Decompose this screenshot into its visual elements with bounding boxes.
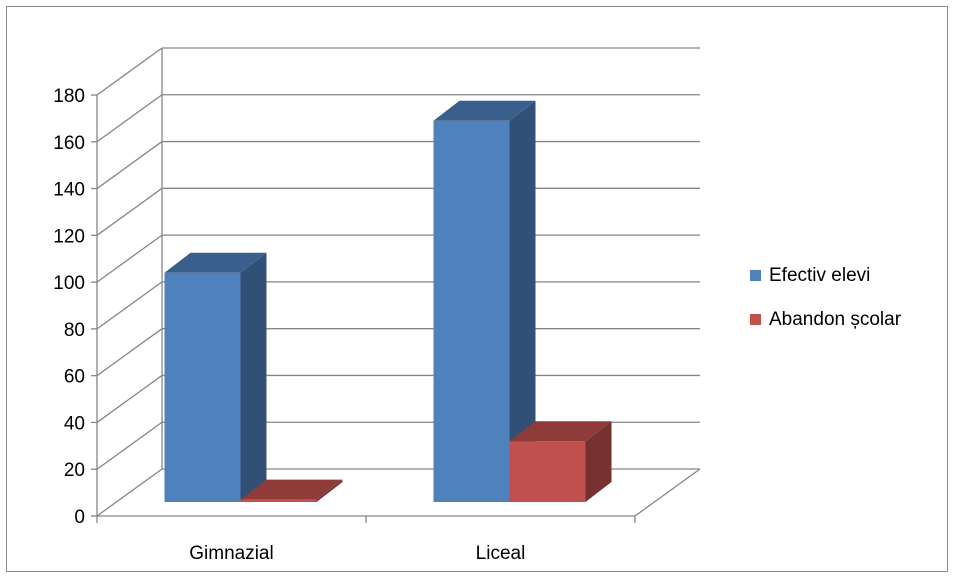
legend-item-series-1: Abandon școlar (750, 306, 901, 333)
bar-front-0-1 (433, 120, 510, 502)
gridline-side-5 (96, 234, 163, 283)
bar-0-0 (164, 252, 267, 502)
legend-swatch-series-0 (750, 270, 761, 281)
bar-side-0-1 (509, 100, 536, 502)
bar-top-0-0 (164, 252, 267, 273)
gridline-side-4 (96, 281, 163, 330)
chart-axes (91, 94, 636, 523)
gridline-side-9 (96, 47, 163, 96)
y-tick-label-2: 40 (64, 413, 85, 434)
y-tick-label-0: 0 (74, 507, 85, 528)
chart-legend: Efectiv elevi Abandon școlar (750, 262, 901, 350)
y-tick-label-3: 60 (64, 367, 85, 388)
y-tick-label-5: 100 (53, 273, 85, 294)
gridline-side-7 (96, 141, 163, 190)
gridline-side-8 (96, 94, 163, 143)
floor-right-edge (634, 468, 701, 517)
x-axis-tick-labels: Gimnazial Liceal (189, 543, 525, 564)
bar-top-0-1 (433, 100, 536, 121)
bar-side-1-0 (316, 479, 343, 502)
gridline-side-6 (96, 187, 163, 236)
gridline-side-3 (96, 328, 163, 377)
bar-1-1 (509, 421, 612, 502)
y-tick-label-1: 20 (64, 460, 85, 481)
legend-item-series-0: Efectiv elevi (750, 262, 901, 289)
chart-bars (164, 100, 612, 502)
bar-side-0-0 (240, 252, 267, 502)
y-tick-label-7: 140 (53, 180, 85, 201)
x-tick-label-0: Gimnazial (189, 543, 273, 564)
y-tick-label-9: 180 (53, 86, 85, 107)
gridline-side-1 (96, 421, 163, 470)
bar-0-1 (433, 100, 536, 502)
y-axis-tick-labels: 0 20 40 60 80 100 120 140 160 180 (53, 86, 85, 528)
bar-side-1-1 (585, 421, 612, 502)
bar-front-1-0 (240, 499, 317, 502)
y-tick-label-6: 120 (53, 226, 85, 247)
y-tick-label-4: 80 (64, 320, 85, 341)
legend-label-series-1: Abandon școlar (769, 308, 902, 330)
bar-1-0 (240, 479, 343, 502)
bar-top-1-0 (240, 479, 343, 500)
legend-swatch-series-1 (750, 314, 761, 325)
x-tick-label-1: Liceal (476, 543, 526, 564)
gridline-side-2 (96, 374, 163, 423)
y-tick-label-8: 160 (53, 133, 85, 154)
bar-front-0-0 (164, 272, 241, 502)
bar-front-1-1 (509, 441, 586, 502)
legend-label-series-0: Efectiv elevi (769, 264, 871, 286)
floor-left-edge (96, 468, 163, 517)
bar-top-1-1 (509, 421, 612, 442)
